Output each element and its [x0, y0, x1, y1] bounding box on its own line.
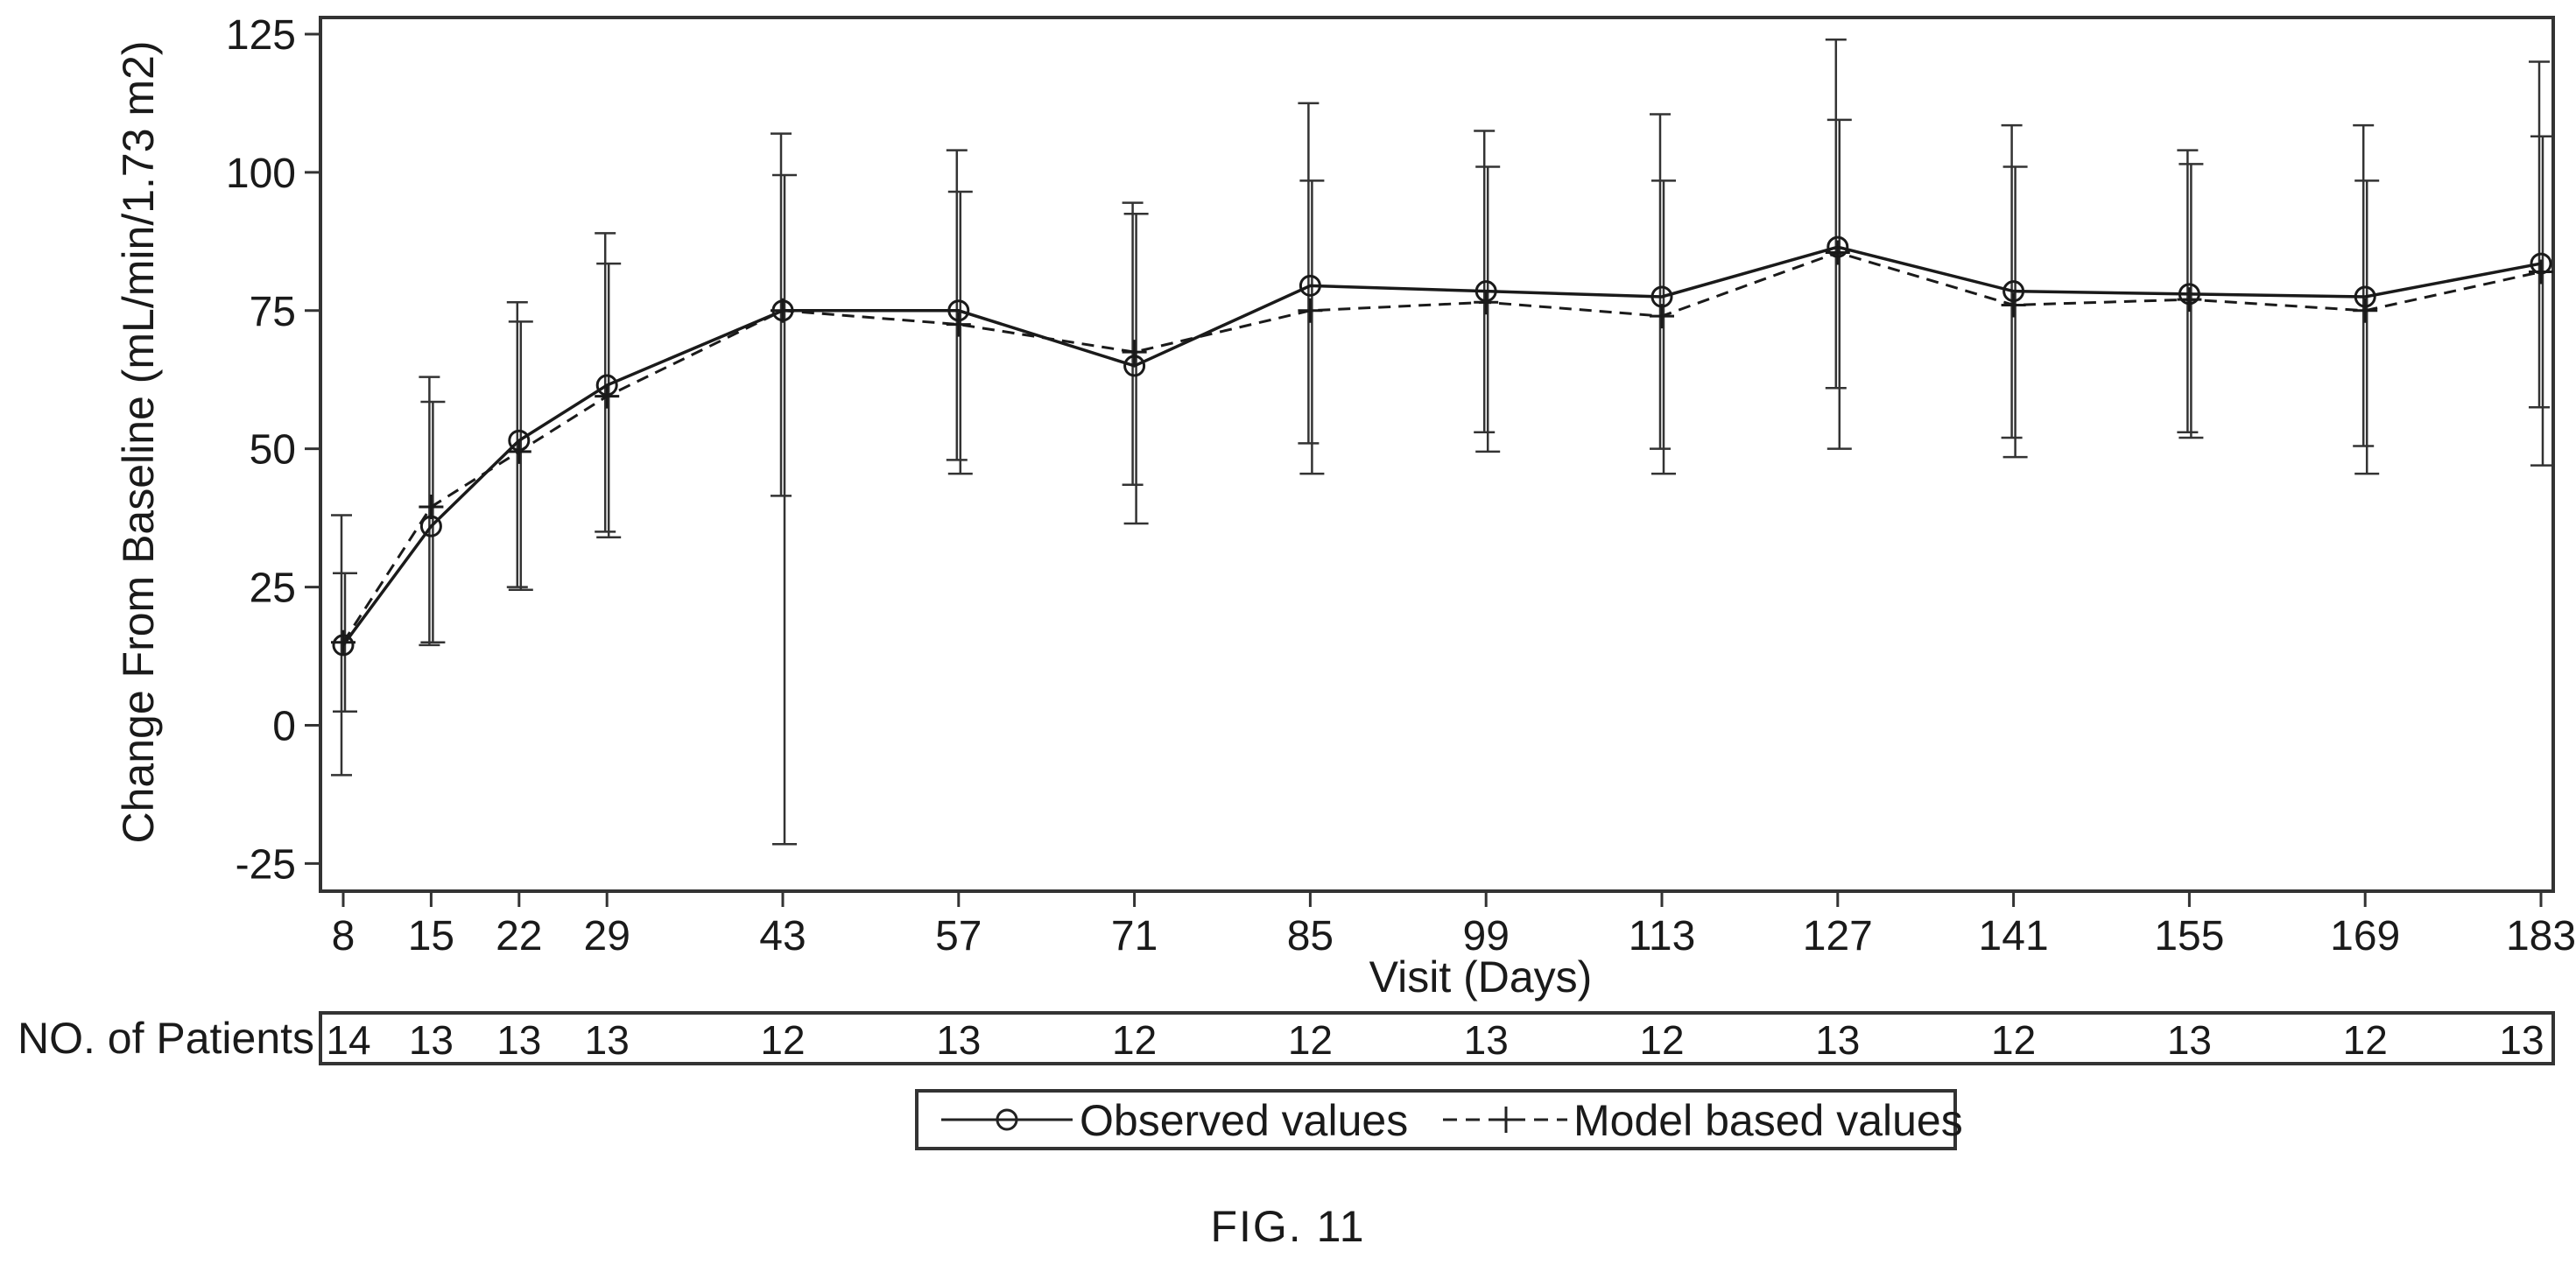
y-tick-label: 0: [272, 704, 296, 750]
patient-count: 12: [760, 1017, 805, 1063]
y-tick-label: 25: [250, 566, 296, 612]
patients-label: NO. of Patients: [18, 1014, 314, 1063]
patient-count: 14: [326, 1017, 370, 1063]
patient-count: 13: [496, 1017, 541, 1063]
patient-counts: 14 13 13 13 12 13 12 12 13 12 13 12 13 12 13: [326, 1017, 2544, 1063]
legend-model-label: Model based values: [1573, 1096, 1963, 1145]
plot-area: [319, 16, 2555, 893]
model-point: [1474, 290, 1499, 315]
x-tick-label: 169: [2330, 913, 2400, 959]
y-tick-label: 75: [250, 289, 296, 335]
patient-count: 13: [2499, 1017, 2544, 1063]
patient-count: 12: [2343, 1017, 2388, 1063]
x-tick-label: 155: [2154, 913, 2224, 959]
legend-observed-label: Observed values: [1080, 1096, 1408, 1145]
model-point: [1650, 304, 1674, 329]
model-series-line: [341, 250, 2542, 643]
x-tick-label: 85: [1287, 913, 1334, 959]
patients-box: [319, 1011, 2555, 1065]
model-point: [1122, 340, 1147, 365]
model-point: [946, 312, 971, 337]
y-axis-title: Change From Baseline (mL/min/1.73 m2): [114, 40, 163, 843]
observed-series-line: [341, 245, 2542, 646]
x-tick-label: 127: [1803, 913, 1873, 959]
x-tick-label: 141: [1979, 913, 2049, 959]
patient-count: 12: [1991, 1017, 2036, 1063]
x-axis: 8 15 22 29 43 57 71 85 99 113 127 141 155 169 183: [332, 891, 2576, 959]
y-tick-label: 125: [226, 12, 296, 59]
series-lines: [341, 245, 2542, 646]
model-point: [1825, 240, 1850, 265]
x-tick-label: 71: [1111, 913, 1158, 959]
patient-count: 13: [2167, 1017, 2212, 1063]
model-point: [595, 383, 620, 409]
error-bars: [331, 39, 2555, 846]
patient-count: 13: [409, 1017, 454, 1063]
x-tick-label: 8: [332, 913, 355, 959]
legend-model-marker: [1493, 1107, 1519, 1133]
patient-count: 13: [1815, 1017, 1860, 1063]
model-point: [2177, 287, 2202, 313]
patient-count: 12: [1639, 1017, 1684, 1063]
y-tick-label: 50: [250, 427, 296, 474]
series-markers: [331, 235, 2553, 657]
y-tick-label: -25: [236, 841, 296, 888]
patient-count: 12: [1112, 1017, 1157, 1063]
x-axis-title: Visit (Days): [1369, 952, 1593, 1001]
x-tick-label: 183: [2506, 913, 2576, 959]
model-point: [331, 629, 355, 655]
legend-box: [915, 1089, 1957, 1150]
x-tick-label: 57: [935, 913, 982, 959]
x-tick-label: 43: [759, 913, 806, 959]
model-point: [419, 495, 444, 520]
model-point: [506, 439, 531, 464]
patient-count: 12: [1288, 1017, 1333, 1063]
model-point: [2001, 292, 2026, 318]
x-tick-label: 113: [1629, 913, 1696, 959]
legend-observed-marker: [996, 1108, 1018, 1131]
plot-frame: [319, 16, 2555, 893]
x-tick-label: 15: [408, 913, 454, 959]
x-tick-label: 99: [1463, 913, 1510, 959]
model-point: [2353, 298, 2378, 323]
figure-caption: FIG. 11: [1210, 1202, 1366, 1251]
patient-count: 13: [936, 1017, 981, 1063]
model-point: [2529, 259, 2553, 285]
legend: Observed values Model based values: [915, 1089, 1963, 1150]
model-point: [1298, 298, 1323, 323]
x-tick-label: 29: [584, 913, 630, 959]
y-axis: -25 0 25 50 75 100 125: [226, 12, 320, 888]
patient-count: 13: [1464, 1017, 1509, 1063]
x-tick-label: 22: [496, 913, 542, 959]
patient-count: 13: [585, 1017, 630, 1063]
y-tick-label: 100: [226, 151, 296, 197]
observed-point: [1299, 274, 1321, 297]
model-point: [771, 298, 795, 323]
